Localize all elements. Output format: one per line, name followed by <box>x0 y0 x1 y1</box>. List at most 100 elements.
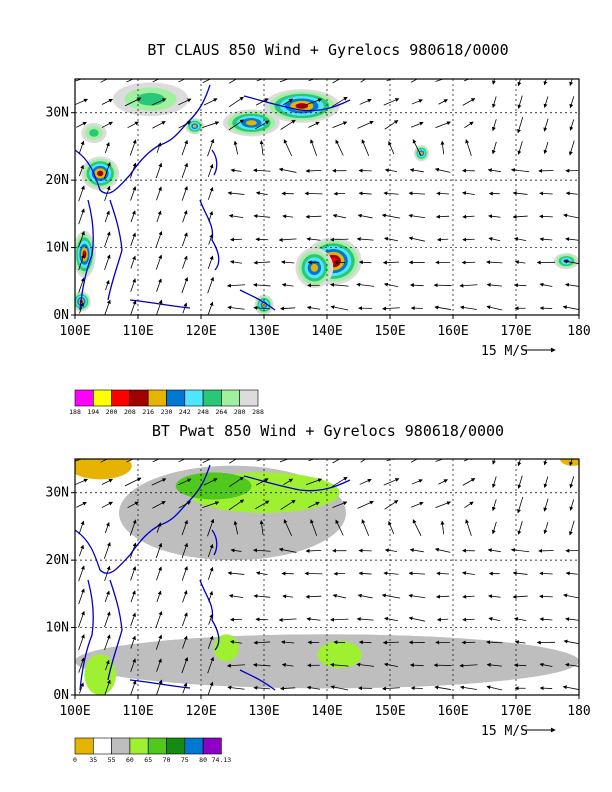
wind-vector <box>512 571 528 576</box>
wind-vector <box>543 476 549 489</box>
wind-vector <box>332 213 346 219</box>
wind-vector <box>412 519 422 537</box>
wind-vector <box>78 140 85 155</box>
vector-reference-label-1: 15 M/S <box>481 344 528 359</box>
wind-vector <box>229 459 238 464</box>
wind-vector <box>384 168 398 173</box>
y-tick-label: 10N <box>46 621 69 636</box>
wind-vector <box>228 96 244 108</box>
wind-vector <box>156 210 162 223</box>
wind-vector <box>283 519 293 537</box>
wind-vector <box>435 501 451 509</box>
wind-vector <box>207 656 215 674</box>
wind-vector <box>78 588 85 605</box>
wind-vector <box>517 475 523 489</box>
shade-region <box>136 92 165 106</box>
wind-vector <box>283 98 294 106</box>
chart-title-2: BT Pwat 850 Wind + Gyrelocs 980618/0000 <box>152 422 504 440</box>
wind-vector <box>228 214 244 219</box>
x-tick-label: 180 <box>567 324 590 339</box>
wind-vector <box>329 282 349 287</box>
wind-vector <box>383 191 399 196</box>
wind-vector <box>78 254 85 271</box>
wind-vector <box>127 501 139 509</box>
wind-vector <box>207 276 215 294</box>
wind-vector <box>282 594 294 599</box>
wind-vector <box>331 96 348 107</box>
wind-vector <box>464 501 474 509</box>
wind-vector <box>492 459 496 465</box>
wind-vector <box>384 616 398 622</box>
wind-vector <box>408 616 426 622</box>
wind-vector <box>381 593 401 599</box>
wind-vector <box>514 260 526 265</box>
colorbar-swatch <box>239 389 259 407</box>
wind-vector <box>562 685 579 690</box>
wind-vector <box>409 283 424 288</box>
y-tick-label: 30N <box>46 486 69 501</box>
wind-vector <box>384 500 399 510</box>
wind-vector <box>280 260 295 265</box>
wind-vector <box>233 140 239 155</box>
wind-vector <box>435 459 451 462</box>
wind-vector <box>259 140 264 155</box>
wind-vector <box>207 255 214 269</box>
wind-vector <box>253 214 271 219</box>
wind-vector <box>130 278 136 292</box>
wind-vector <box>436 237 449 242</box>
wind-vector <box>78 657 85 673</box>
wind-vector <box>436 191 449 196</box>
wind-vector <box>202 459 212 463</box>
wind-vector <box>539 191 553 196</box>
colorbar-swatch <box>166 737 186 755</box>
x-tick-label: 170E <box>500 704 531 719</box>
wind-vectors-1 <box>75 79 579 315</box>
wind-vector <box>253 640 271 645</box>
wind-vector <box>104 565 111 581</box>
wind-vectors-2 <box>75 459 579 695</box>
wind-vector <box>182 635 188 649</box>
wind-vector <box>308 501 320 508</box>
colorbar-tick-label: 55 <box>108 756 116 764</box>
wind-vector <box>513 663 527 668</box>
x-tick-label: 130E <box>248 324 279 339</box>
wind-vector <box>491 499 497 512</box>
wind-vector <box>517 141 523 155</box>
wind-vector <box>330 237 349 242</box>
x-tick-label: 150E <box>374 704 405 719</box>
wind-vector <box>156 186 162 201</box>
colorbar-1: 188 194 200 208 216 230 242 248 264 280 288 <box>69 389 264 416</box>
wind-vector <box>280 119 296 130</box>
wind-vector <box>130 635 136 649</box>
wind-vector <box>384 548 398 553</box>
wind-vector <box>486 685 503 691</box>
wind-vector <box>513 617 527 621</box>
wind-vector <box>156 278 162 292</box>
wind-vector <box>488 236 501 242</box>
wind-vector <box>78 277 85 293</box>
wind-vector <box>226 283 246 288</box>
colorbar-tick-label: 80 <box>199 756 207 764</box>
wind-vector <box>181 139 188 156</box>
wind-vector <box>461 191 475 196</box>
wind-vector <box>226 663 246 668</box>
wind-vector <box>79 302 84 314</box>
colorbar-tick-label: 70 <box>163 756 171 764</box>
colorbar-swatch <box>147 737 167 755</box>
wind-vector <box>130 300 137 315</box>
x-tick-label: 120E <box>185 704 216 719</box>
wind-vector <box>568 520 575 536</box>
wind-vector <box>512 214 528 219</box>
wind-vector <box>156 566 162 581</box>
wind-vector <box>202 121 220 129</box>
wind-vector <box>79 544 84 557</box>
wind-vector <box>565 571 578 576</box>
wind-vector <box>253 662 271 667</box>
x-tick-label: 110E <box>122 704 153 719</box>
wind-vector <box>436 617 449 622</box>
wind-vector <box>253 548 271 553</box>
colorbar-tick-label: 200 <box>106 408 118 416</box>
wind-vector <box>305 594 322 599</box>
wind-vector <box>409 168 424 173</box>
